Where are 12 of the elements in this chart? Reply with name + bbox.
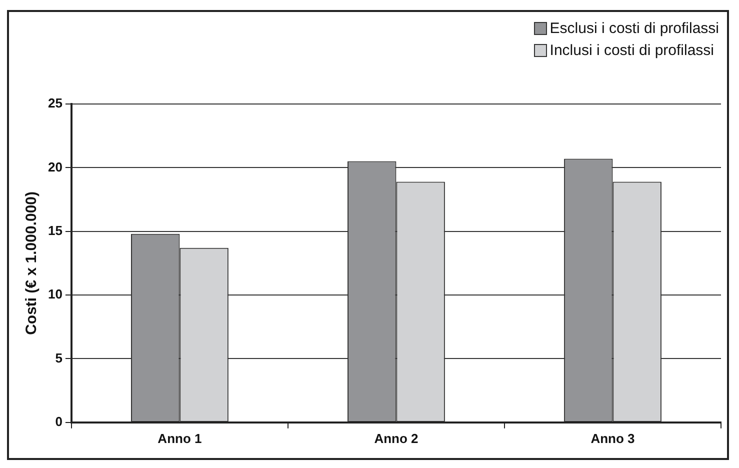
legend-label: Esclusi i costi di profilassi xyxy=(550,20,719,37)
y-tick-label: 10 xyxy=(48,286,62,302)
x-tick-label: Anno 2 xyxy=(374,430,418,446)
y-tick-label: 5 xyxy=(55,350,62,366)
y-tick-label: 20 xyxy=(48,159,62,174)
y-axis-title: Costi (€ x 1.000.000) xyxy=(23,191,40,335)
y-tick-label: 0 xyxy=(55,414,62,429)
y-tick-label: 15 xyxy=(48,222,62,238)
x-tick-label: Anno 3 xyxy=(590,430,635,446)
legend-label: Inclusi i costi di profilassi xyxy=(550,42,714,59)
x-tick-label: Anno 1 xyxy=(158,430,202,446)
y-tick-label: 25 xyxy=(48,96,62,111)
